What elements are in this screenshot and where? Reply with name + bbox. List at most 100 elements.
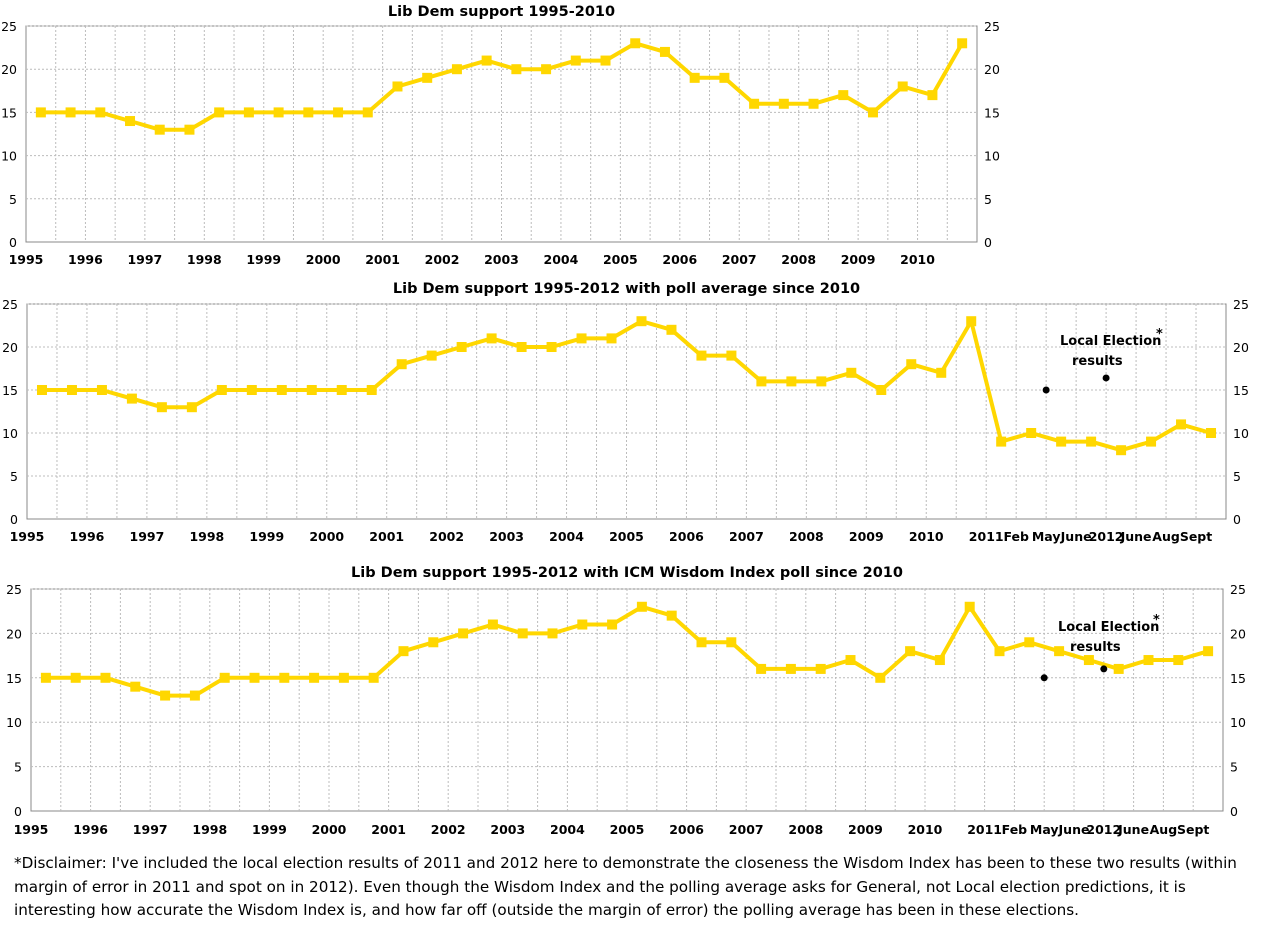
data-point-marker (189, 690, 200, 701)
x-tick-label: 1995 (14, 822, 49, 837)
y-tick-label-left: 0 (9, 235, 17, 250)
data-point-marker (216, 385, 227, 395)
data-point-marker (726, 637, 737, 648)
x-tick-label: Aug (1152, 529, 1180, 544)
data-point-marker (576, 333, 587, 344)
y-tick-label-left: 15 (2, 383, 18, 398)
data-point-marker (816, 376, 827, 387)
data-point-marker (577, 619, 588, 630)
x-tick-label: 1995 (9, 252, 44, 267)
y-tick-label-right: 20 (1230, 626, 1246, 641)
data-point-marker (996, 436, 1007, 447)
x-tick-label: Feb (1003, 529, 1029, 544)
x-tick-label: 2004 (544, 252, 579, 267)
y-tick-label-right: 15 (1233, 383, 1249, 398)
data-point-marker (214, 107, 225, 118)
data-point-marker (1143, 655, 1154, 666)
y-tick-label-right: 15 (1230, 671, 1246, 686)
annotation-asterisk: * (1153, 613, 1160, 628)
data-point-marker (338, 672, 349, 683)
data-point-marker (96, 385, 107, 395)
data-point-marker (906, 359, 917, 370)
x-tick-label: 2004 (550, 822, 585, 837)
data-point-marker (309, 672, 320, 683)
x-tick-label: 2007 (722, 252, 757, 267)
local-election-point (1100, 665, 1108, 673)
data-point-marker (398, 646, 409, 657)
x-tick-label: 2007 (729, 529, 764, 544)
local-election-point (1040, 674, 1048, 682)
y-tick-label-left: 5 (14, 760, 22, 775)
y-tick-label-left: 25 (2, 297, 18, 312)
data-point-marker (726, 350, 737, 361)
x-tick-label: 1996 (70, 529, 105, 544)
data-point-marker (362, 107, 373, 118)
data-point-marker (1026, 428, 1037, 438)
y-tick-label-right: 15 (984, 105, 1000, 120)
x-tick-label: Aug (1150, 822, 1178, 837)
data-point-marker (511, 64, 522, 75)
data-point-marker (456, 342, 467, 352)
x-tick-label: 2005 (609, 529, 644, 544)
x-tick-label: 2006 (669, 822, 704, 837)
x-tick-label: 2001 (371, 822, 406, 837)
data-point-marker (1176, 419, 1187, 430)
y-tick-label-left: 10 (6, 715, 22, 730)
data-point-marker (451, 64, 462, 75)
data-point-marker (70, 672, 81, 683)
x-tick-label: 2003 (489, 529, 524, 544)
x-tick-label: 2001 (369, 529, 404, 544)
x-tick-label: 1997 (127, 252, 162, 267)
data-point-marker (1206, 428, 1217, 438)
data-point-marker (666, 610, 677, 621)
data-point-marker (125, 116, 136, 127)
data-point-marker (838, 90, 849, 101)
data-point-marker (845, 655, 856, 666)
x-tick-label: May (1030, 822, 1059, 837)
data-point-marker (1054, 646, 1065, 657)
data-point-marker (130, 681, 141, 692)
y-tick-label-right: 0 (1230, 804, 1238, 819)
data-point-marker (428, 637, 439, 648)
x-tick-label: 1997 (133, 822, 168, 837)
chart-1: 0 0 5 5 10 10 15 15 20 20 25 25 1995 1996 1997 1998 1999… (1, 4, 1000, 267)
y-tick-label-right: 10 (1230, 715, 1246, 730)
data-point-marker (749, 98, 760, 109)
chart-2: 0 0 5 5 10 10 15 15 20 20 25 25 1995 1996 1997 1998 1999… (2, 281, 1249, 544)
data-point-marker (875, 672, 886, 683)
data-point-marker (957, 38, 968, 49)
y-tick-label-left: 15 (1, 105, 17, 120)
x-tick-label: 2006 (662, 252, 697, 267)
y-tick-label-right: 10 (1233, 426, 1249, 441)
data-point-marker (696, 637, 707, 648)
x-tick-label: 2008 (788, 822, 823, 837)
data-point-marker (994, 646, 1005, 657)
x-tick-label: 2002 (425, 252, 460, 267)
data-point-marker (815, 663, 826, 674)
data-point-marker (936, 367, 947, 378)
data-point-marker (276, 385, 287, 395)
y-tick-label-right: 25 (1230, 582, 1246, 597)
y-tick-label-left: 10 (1, 149, 17, 164)
y-tick-label-right: 0 (1233, 512, 1241, 527)
x-tick-label: 2009 (849, 529, 884, 544)
y-tick-label-right: 20 (1233, 340, 1249, 355)
y-tick-label-left: 5 (9, 192, 17, 207)
data-point-marker (486, 333, 497, 344)
x-tick-label: 2007 (729, 822, 764, 837)
data-point-marker (966, 316, 977, 327)
data-point-marker (905, 646, 916, 657)
x-tick-label: 2011 (967, 822, 1002, 837)
y-tick-label-right: 5 (984, 192, 992, 207)
x-tick-label: 2010 (908, 822, 943, 837)
disclaimer-text: *Disclaimer: I've included the local ele… (14, 854, 1237, 919)
x-tick-label: 2005 (603, 252, 638, 267)
data-point-marker (458, 628, 469, 639)
data-point-marker (1173, 655, 1184, 666)
annotation-label: Local Election (1058, 620, 1159, 635)
data-point-marker (35, 107, 46, 118)
x-tick-label: 1996 (73, 822, 108, 837)
data-point-marker (426, 350, 437, 361)
chart-title: Lib Dem support 1995-2012 with poll aver… (393, 281, 860, 297)
data-point-marker (546, 342, 557, 352)
